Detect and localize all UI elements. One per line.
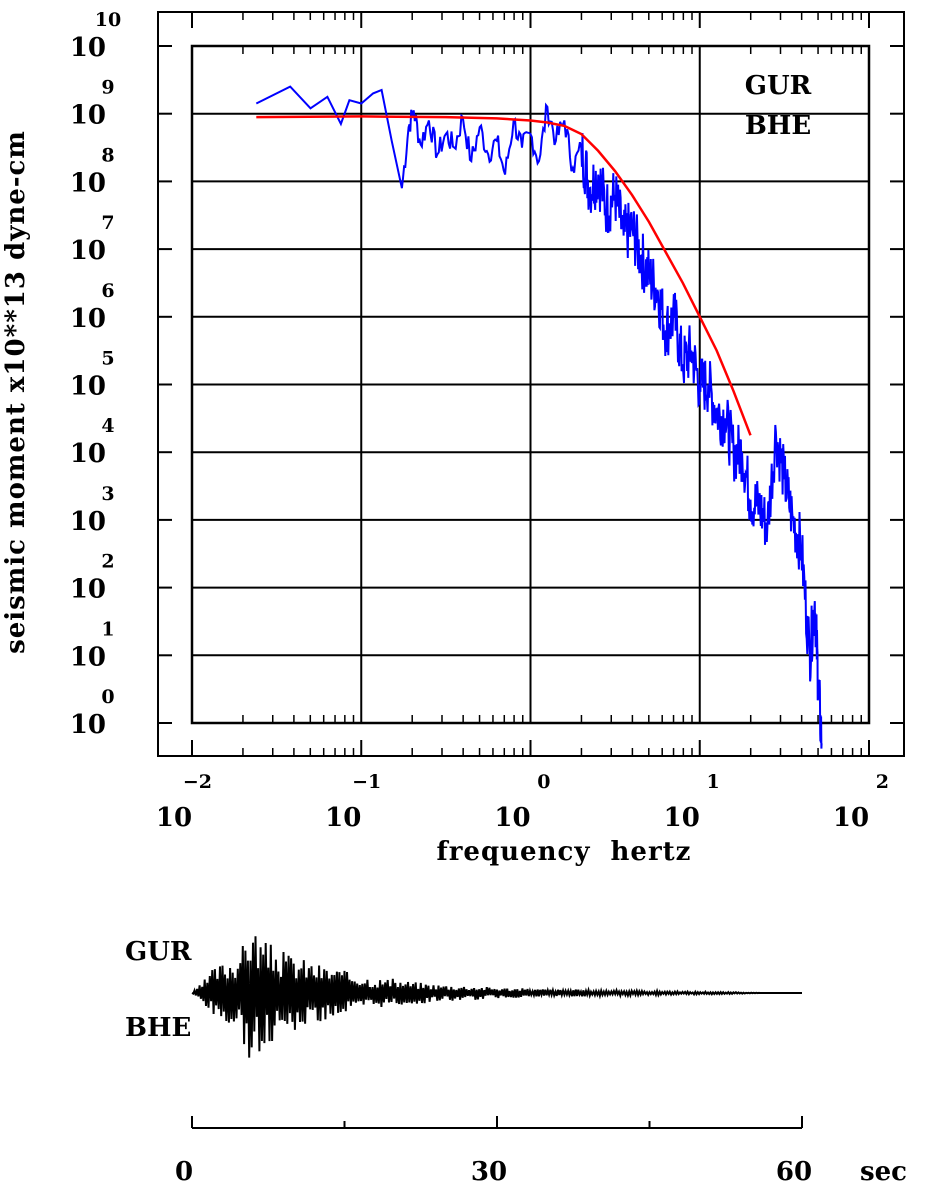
y-tick-base: 10 — [70, 575, 106, 605]
y-tick-base: 10 — [70, 236, 106, 266]
station-annotation: GUR — [745, 71, 812, 101]
y-tick-base: 10 — [70, 439, 106, 469]
x-tick-exponent: −1 — [352, 771, 381, 793]
time-tick-label: 30 — [471, 1157, 507, 1184]
component-annotation: BHE — [745, 111, 811, 141]
y-tick-base: 10 — [70, 33, 106, 63]
y-tick-exponent: 2 — [101, 551, 114, 573]
x-tick-base: 10 — [156, 803, 192, 833]
x-axis-label: frequency hertz — [437, 837, 692, 867]
y-tick-exponent: 5 — [101, 348, 114, 370]
y-tick-exponent: 6 — [101, 280, 114, 302]
y-tick-base: 10 — [70, 101, 106, 131]
y-tick-exponent: 0 — [101, 686, 114, 708]
model-fit-line — [256, 115, 752, 436]
x-tick-exponent: 0 — [537, 771, 550, 793]
y-axis-label: seismic moment x10**13 dyne-cm — [1, 130, 31, 654]
y-tick-exponent: 4 — [101, 415, 114, 437]
y-tick-exponent: 9 — [101, 77, 114, 99]
x-tick-base: 10 — [833, 803, 869, 833]
y-tick-exponent: 3 — [101, 483, 114, 505]
seismogram-component-label: BHE — [125, 1013, 191, 1043]
time-axis — [191, 1116, 803, 1129]
y-tick-exponent: 1 — [101, 618, 114, 640]
y-tick-base: 10 — [70, 642, 106, 672]
x-tick-exponent: 1 — [707, 771, 720, 793]
observed-spectrum-line — [255, 85, 823, 749]
y-tick-exponent: 10 — [95, 9, 121, 31]
seismogram-chart: GUR BHE 0 30 60 sec — [125, 936, 907, 1184]
x-tick-base: 10 — [325, 803, 361, 833]
seismogram-station-label: GUR — [125, 937, 192, 967]
y-tick-base: 10 — [70, 372, 106, 402]
y-tick-base: 10 — [70, 507, 106, 537]
time-unit-label: sec — [860, 1157, 907, 1184]
y-tick-base: 10 — [70, 168, 106, 198]
x-tick-base: 10 — [664, 803, 700, 833]
time-tick-labels: 0 30 60 — [175, 1157, 812, 1184]
x-tick-exponent: 2 — [876, 771, 889, 793]
time-tick-label: 60 — [776, 1157, 812, 1184]
x-tick-labels: −2 10 −1 10 0 10 1 10 2 10 — [156, 771, 889, 833]
time-tick-label: 0 — [175, 1157, 193, 1184]
x-tick-exponent: −2 — [183, 771, 212, 793]
seismogram-trace — [191, 936, 802, 1058]
minor-ticks — [158, 12, 904, 756]
y-tick-exponent: 7 — [101, 212, 114, 234]
grid-lines — [192, 46, 869, 723]
y-tick-exponent: 8 — [101, 144, 114, 166]
x-tick-base: 10 — [494, 803, 530, 833]
y-tick-base: 10 — [70, 710, 106, 740]
y-tick-base: 10 — [70, 304, 106, 334]
